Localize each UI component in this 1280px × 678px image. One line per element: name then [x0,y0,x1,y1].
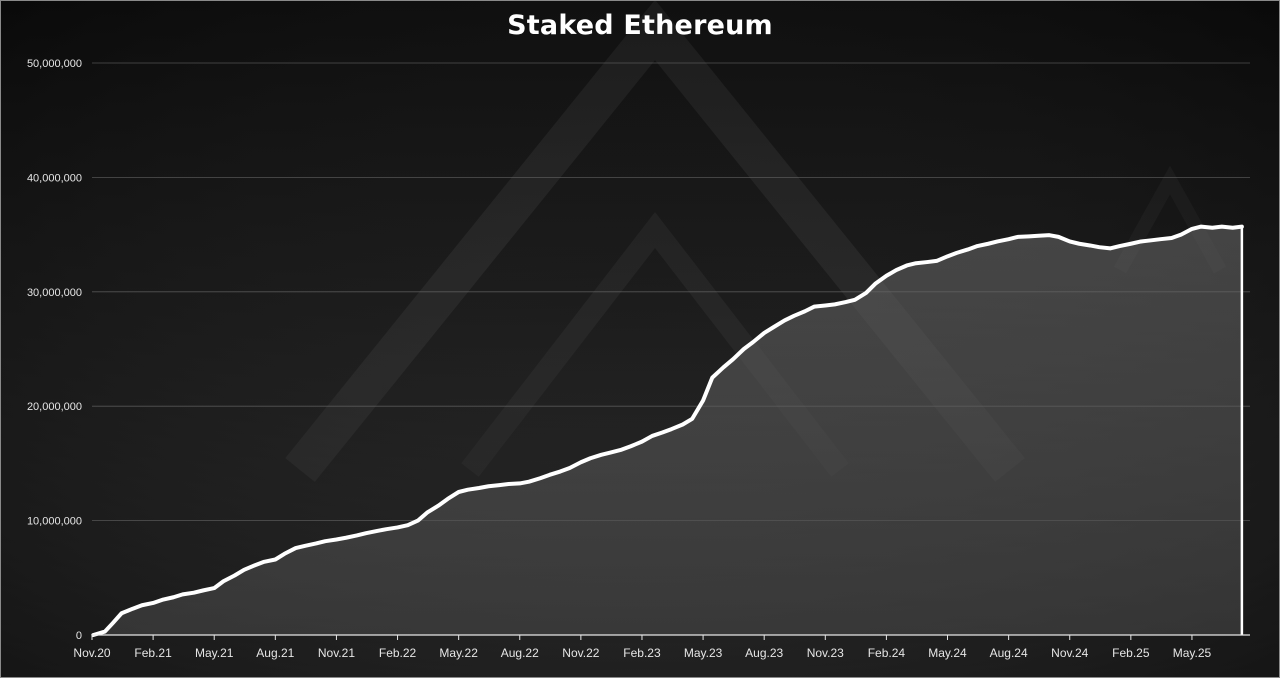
x-tick-label: Feb.21 [134,646,172,660]
x-tick-label: Aug.22 [501,646,539,660]
x-tick-label: May.21 [195,646,234,660]
y-axis-tick-labels: 0 10,000,000 20,000,000 30,000,000 40,000,00… [27,58,82,642]
series-line [91,224,1244,637]
y-tick-label: 10,000,000 [27,516,82,528]
y-tick-label: 40,000,000 [27,172,82,184]
x-tick-label: Feb.25 [1112,646,1150,660]
x-tick-label: Aug.21 [256,646,294,660]
x-tick-label: Feb.23 [623,646,661,660]
y-tick-label: 20,000,000 [27,401,82,413]
x-tick-label: Nov.23 [807,646,844,660]
y-tick-label: 0 [76,630,82,642]
x-tick-label: Nov.22 [562,646,599,660]
x-tick-label: May.22 [439,646,478,660]
x-tick-label: Nov.21 [318,646,355,660]
y-tick-label: 50,000,000 [27,58,82,70]
x-tick-label: May.24 [928,646,967,660]
x-tick-label: Nov.24 [1051,646,1088,660]
chart-title: Staked Ethereum [507,10,773,41]
x-tick-label: May.25 [1173,646,1212,660]
x-tick-label: Aug.24 [990,646,1028,660]
series-area [91,224,1244,637]
x-tick-label: Feb.22 [379,646,417,660]
x-tick-label: Feb.24 [868,646,906,660]
y-tick-label: 30,000,000 [27,287,82,299]
x-tick-label: Nov.20 [73,646,110,660]
x-tick-label: Aug.23 [745,646,783,660]
x-tick-label: May.23 [684,646,723,660]
x-axis-tick-labels: Nov.20 Feb.21 May.21 Aug.21 Nov.21 Feb.22 May.… [73,646,1211,660]
axes [91,634,1250,640]
